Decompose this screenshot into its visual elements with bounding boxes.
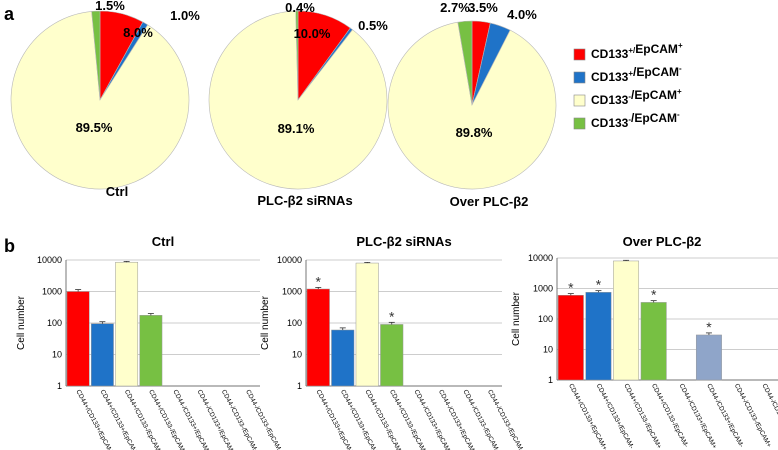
y-tick-label: 1000 bbox=[42, 287, 62, 297]
pie-chart-ctrl: 8.0% 1.0% 89.5% 1.5% Ctrl bbox=[10, 0, 200, 199]
significance-star: * bbox=[651, 287, 657, 303]
y-tick-label: 1000 bbox=[533, 284, 553, 294]
bar-chart-title: PLC-β2 siRNAs bbox=[356, 234, 451, 249]
panel-label-b: b bbox=[4, 236, 15, 256]
pie-title: Over PLC-β2 bbox=[450, 194, 529, 209]
y-tick-label: 10000 bbox=[528, 253, 553, 263]
pie-title: Ctrl bbox=[106, 184, 128, 199]
y-tick-label: 10 bbox=[292, 350, 302, 360]
y-tick-label: 10000 bbox=[37, 255, 62, 265]
pie-slice-label: 1.0% bbox=[170, 8, 200, 23]
pie-slice-label: 0.4% bbox=[285, 0, 315, 15]
significance-star: * bbox=[568, 280, 574, 296]
legend-entry: CD133-/EpCAM- bbox=[591, 110, 680, 130]
y-tick-label: 10 bbox=[52, 350, 62, 360]
pie-slice bbox=[10, 11, 190, 190]
pie-slice-label: 1.5% bbox=[95, 0, 125, 13]
pie-slice bbox=[457, 20, 473, 106]
bar bbox=[66, 291, 90, 387]
bar bbox=[380, 324, 404, 387]
bar bbox=[90, 323, 114, 387]
y-tick-label: 10000 bbox=[277, 255, 302, 265]
pie-slice-label: 10.0% bbox=[294, 26, 331, 41]
y-tick-label: 100 bbox=[538, 314, 553, 324]
pie-slice bbox=[387, 21, 557, 190]
pie-slice-label: 4.0% bbox=[507, 7, 537, 22]
significance-star: * bbox=[389, 308, 395, 324]
bar-chart-title: Over PLC-β2 bbox=[623, 234, 702, 249]
panel-label-a: a bbox=[4, 4, 15, 24]
pie-slice bbox=[91, 10, 101, 101]
significance-star: * bbox=[596, 277, 602, 293]
y-axis-label: Cell number bbox=[511, 291, 522, 346]
legend-swatch bbox=[573, 71, 586, 84]
bar bbox=[557, 295, 584, 381]
pie-slice-label: 8.0% bbox=[123, 25, 153, 40]
y-tick-label: 10 bbox=[543, 345, 553, 355]
legend-entry: CD133+/EpCAM+ bbox=[591, 41, 683, 61]
y-axis-label: Cell number bbox=[260, 295, 271, 350]
y-tick-label: 100 bbox=[47, 318, 62, 328]
pie-chart-over: 3.5% 4.0% 89.8% 2.7% Over PLC-β2 bbox=[387, 0, 557, 209]
y-tick-label: 1000 bbox=[282, 287, 302, 297]
y-axis-label: Cell number bbox=[16, 295, 27, 350]
y-tick-label: 1 bbox=[57, 381, 62, 391]
bar bbox=[115, 261, 139, 387]
legend-swatch bbox=[573, 117, 586, 130]
bar-chart-title: Ctrl bbox=[152, 234, 174, 249]
bar bbox=[585, 292, 612, 381]
legend-swatch bbox=[573, 94, 586, 107]
pie-slice-label: 89.1% bbox=[278, 121, 315, 136]
legend-entry: CD133-/EpCAM+ bbox=[591, 87, 682, 107]
pie-slice-label: 89.5% bbox=[76, 120, 113, 135]
bar-chart-sirna: PLC-β2 siRNAs 1 10 100 1000 10000 Cell number *… bbox=[260, 234, 525, 450]
significance-star: * bbox=[706, 319, 712, 335]
bar bbox=[695, 334, 722, 381]
legend-entry: CD133+/EpCAM- bbox=[591, 64, 682, 84]
legend: CD133+/EpCAM+ CD133+/EpCAM- CD133-/EpCAM+ C… bbox=[573, 41, 683, 130]
significance-star: * bbox=[316, 273, 322, 289]
bar bbox=[139, 315, 163, 387]
bar bbox=[331, 329, 355, 387]
bar bbox=[640, 302, 667, 381]
pie-title: PLC-β2 siRNAs bbox=[257, 193, 352, 208]
bar bbox=[355, 262, 379, 387]
pie-slice-label: 89.8% bbox=[456, 125, 493, 140]
y-tick-label: 1 bbox=[548, 375, 553, 385]
pie-slice-label: 3.5% bbox=[468, 0, 498, 15]
pie-chart-sirna: 10.0% 0.5% 89.1% 0.4% PLC-β2 siRNAs bbox=[208, 0, 388, 208]
pie-slice-label: 0.5% bbox=[358, 18, 388, 33]
legend-swatch bbox=[573, 48, 586, 61]
bar bbox=[613, 260, 640, 381]
y-tick-label: 100 bbox=[287, 318, 302, 328]
y-tick-label: 1 bbox=[297, 381, 302, 391]
pie-slice-label: 2.7% bbox=[440, 0, 470, 15]
bar bbox=[306, 288, 330, 387]
pie-slice bbox=[295, 10, 299, 101]
